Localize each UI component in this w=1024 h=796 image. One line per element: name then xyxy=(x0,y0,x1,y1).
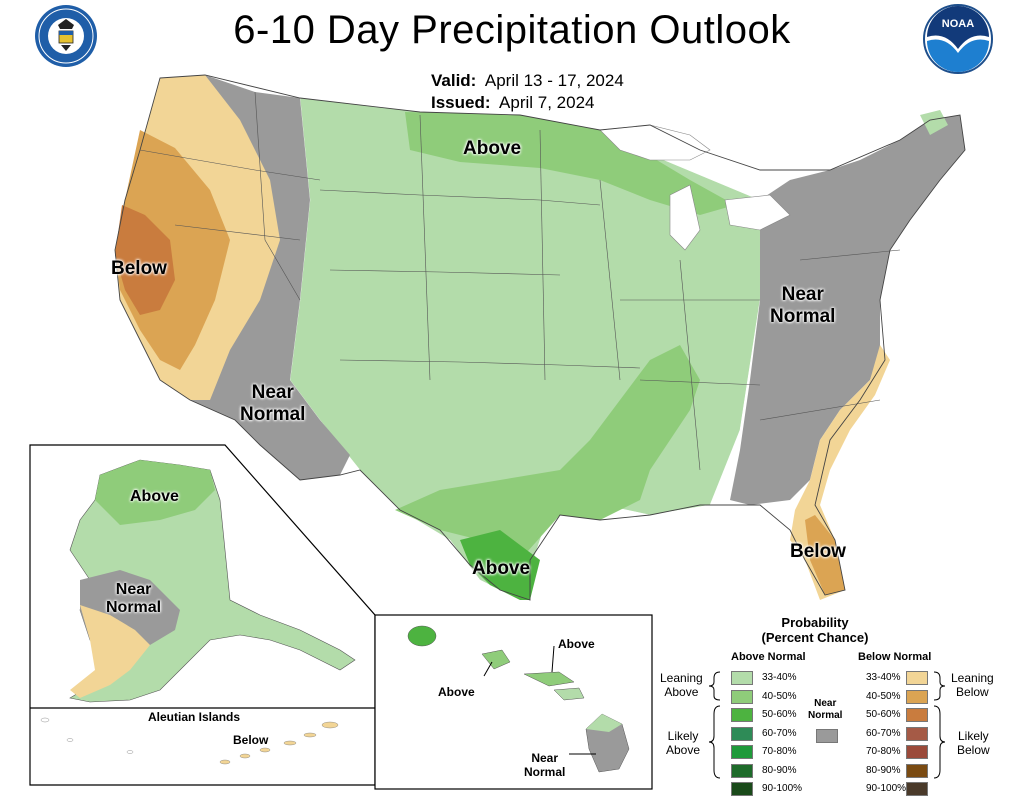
below-bin-label-3: 60-70% xyxy=(866,727,901,739)
label-near-normal-east-line2: Normal xyxy=(770,305,836,327)
label-below-west: Below xyxy=(111,258,167,279)
label-hawaii-near-line2: Normal xyxy=(524,764,566,779)
noaa-logo-icon: NOAA xyxy=(923,4,993,74)
below-bin-label-5: 80-90% xyxy=(866,764,901,776)
great-lakes xyxy=(599,124,711,161)
issued-value: April 7, 2024 xyxy=(499,93,595,112)
below-bin-swatch-4 xyxy=(906,745,928,759)
label-hawaii-near-line1: Near xyxy=(531,751,559,765)
label-above-north: Above xyxy=(463,138,522,159)
legend-title-line1: Probability xyxy=(781,615,849,630)
legend-above-header: Above Normal xyxy=(731,651,806,663)
legend-title-line2: (Percent Chance) xyxy=(761,629,869,645)
commerce-seal-icon xyxy=(35,5,97,67)
above-bin-label-0: 33-40% xyxy=(762,672,797,683)
legend-near-normal-line1: Near xyxy=(814,698,837,709)
label-alaska-near-line1: Near xyxy=(115,581,152,598)
valid-label: Valid: xyxy=(431,71,477,90)
legend-near-normal-swatch xyxy=(816,729,838,743)
legend-likely-above-line2: Above xyxy=(666,742,701,757)
below-50-60-west-region xyxy=(115,205,175,315)
below-40-50-florida-region xyxy=(805,515,845,595)
label-near-normal-sw-line2: Normal xyxy=(240,403,306,425)
legend-below-braces xyxy=(933,671,946,779)
legend-title: Probability (Percent Chance) xyxy=(760,615,870,646)
above-bin-label-1: 40-50% xyxy=(762,690,797,702)
page-title: 6-10 Day Precipitation Outlook xyxy=(233,8,791,52)
legend-likely-above: Likely Above xyxy=(666,729,701,758)
legend-leaning-below-line2: Below xyxy=(956,684,989,699)
above-40-50-south-region xyxy=(395,345,700,560)
below-bin-label-0: 33-40% xyxy=(866,672,901,683)
above-40-50-north-region xyxy=(405,112,735,215)
legend-near-normal-line2: Normal xyxy=(808,710,843,721)
below-bin-swatch-2 xyxy=(906,708,928,722)
below-bin-swatch-6 xyxy=(906,782,928,796)
above-bin-swatch-4 xyxy=(731,745,753,759)
below-bin-label-1: 40-50% xyxy=(866,690,901,702)
above-33-40-maine-region xyxy=(920,110,948,135)
label-hawaii-above-1: Above xyxy=(558,637,595,651)
above-bin-swatch-0 xyxy=(731,671,753,685)
noaa-logo-text: NOAA xyxy=(942,18,974,30)
legend-likely-below-line1: Likely xyxy=(958,729,989,743)
label-alaska-near-normal: Near Normal xyxy=(106,581,161,618)
legend-leaning-below: Leaning Below xyxy=(951,671,994,700)
above-bin-swatch-1 xyxy=(731,689,753,704)
alaska-inset xyxy=(29,444,376,786)
above-bin-swatch-6 xyxy=(731,782,753,796)
above-bin-label-6: 90-100% xyxy=(762,783,803,794)
above-bin-swatch-3 xyxy=(731,726,753,741)
legend-likely-below-line2: Below xyxy=(957,742,990,757)
lake-huron xyxy=(724,194,791,231)
label-hawaii-near-normal: Near Normal xyxy=(524,751,566,780)
legend-leaning-below-line1: Leaning xyxy=(951,671,994,685)
legend-below-header: Below Normal xyxy=(858,651,932,663)
legend-leaning-above-line2: Above xyxy=(664,684,699,699)
label-alaska-near-line2: Normal xyxy=(106,599,162,617)
label-aleutian-title: Aleutian Islands xyxy=(148,710,241,724)
legend-near-normal-label: Near Normal xyxy=(808,698,842,722)
above-bin-swatch-5 xyxy=(731,763,753,778)
label-near-normal-east: Near Normal xyxy=(770,284,835,328)
legend-likely-above-line1: Likely xyxy=(667,729,699,743)
below-bin-swatch-5 xyxy=(906,763,928,778)
hawaii-inset xyxy=(374,614,653,790)
above-bin-label-5: 80-90% xyxy=(762,764,797,776)
label-near-normal-sw-line1: Near xyxy=(251,382,294,403)
label-alaska-above: Above xyxy=(130,488,179,505)
issued-line: Issued: April 7, 2024 xyxy=(431,93,595,113)
valid-line: Valid: April 13 - 17, 2024 xyxy=(431,71,624,91)
above-bin-label-4: 70-80% xyxy=(762,746,797,757)
below-bin-swatch-0 xyxy=(906,671,928,685)
near-normal-east-region xyxy=(730,115,965,505)
legend-likely-below: Likely Below xyxy=(957,729,990,758)
legend-leaning-above-line1: Leaning xyxy=(660,671,703,685)
label-below-florida: Below xyxy=(790,541,846,562)
below-bin-label-4: 70-80% xyxy=(866,746,901,757)
label-near-normal-sw: Near Normal xyxy=(240,382,305,426)
state-borders xyxy=(139,91,901,471)
above-bin-swatch-2 xyxy=(731,708,753,722)
below-bin-label-2: 50-60% xyxy=(866,709,901,720)
valid-value: April 13 - 17, 2024 xyxy=(484,71,624,90)
label-aleutian-below: Below xyxy=(233,733,269,747)
label-near-normal-east-line1: Near xyxy=(781,284,824,305)
below-bin-label-6: 90-100% xyxy=(866,783,907,794)
above-bin-label-3: 60-70% xyxy=(762,727,797,739)
above-50-60-texas-region xyxy=(460,530,540,600)
conus-outline xyxy=(114,74,966,601)
lake-michigan xyxy=(669,184,701,251)
below-bin-swatch-1 xyxy=(906,689,928,704)
below-bin-swatch-3 xyxy=(906,726,928,741)
legend-leaning-above: Leaning Above xyxy=(660,671,703,700)
above-bin-label-2: 50-60% xyxy=(762,709,797,720)
issued-label: Issued: xyxy=(431,93,491,112)
label-above-texas: Above xyxy=(472,558,531,579)
legend-above-braces xyxy=(708,671,721,779)
label-hawaii-above-2: Above xyxy=(438,685,475,699)
